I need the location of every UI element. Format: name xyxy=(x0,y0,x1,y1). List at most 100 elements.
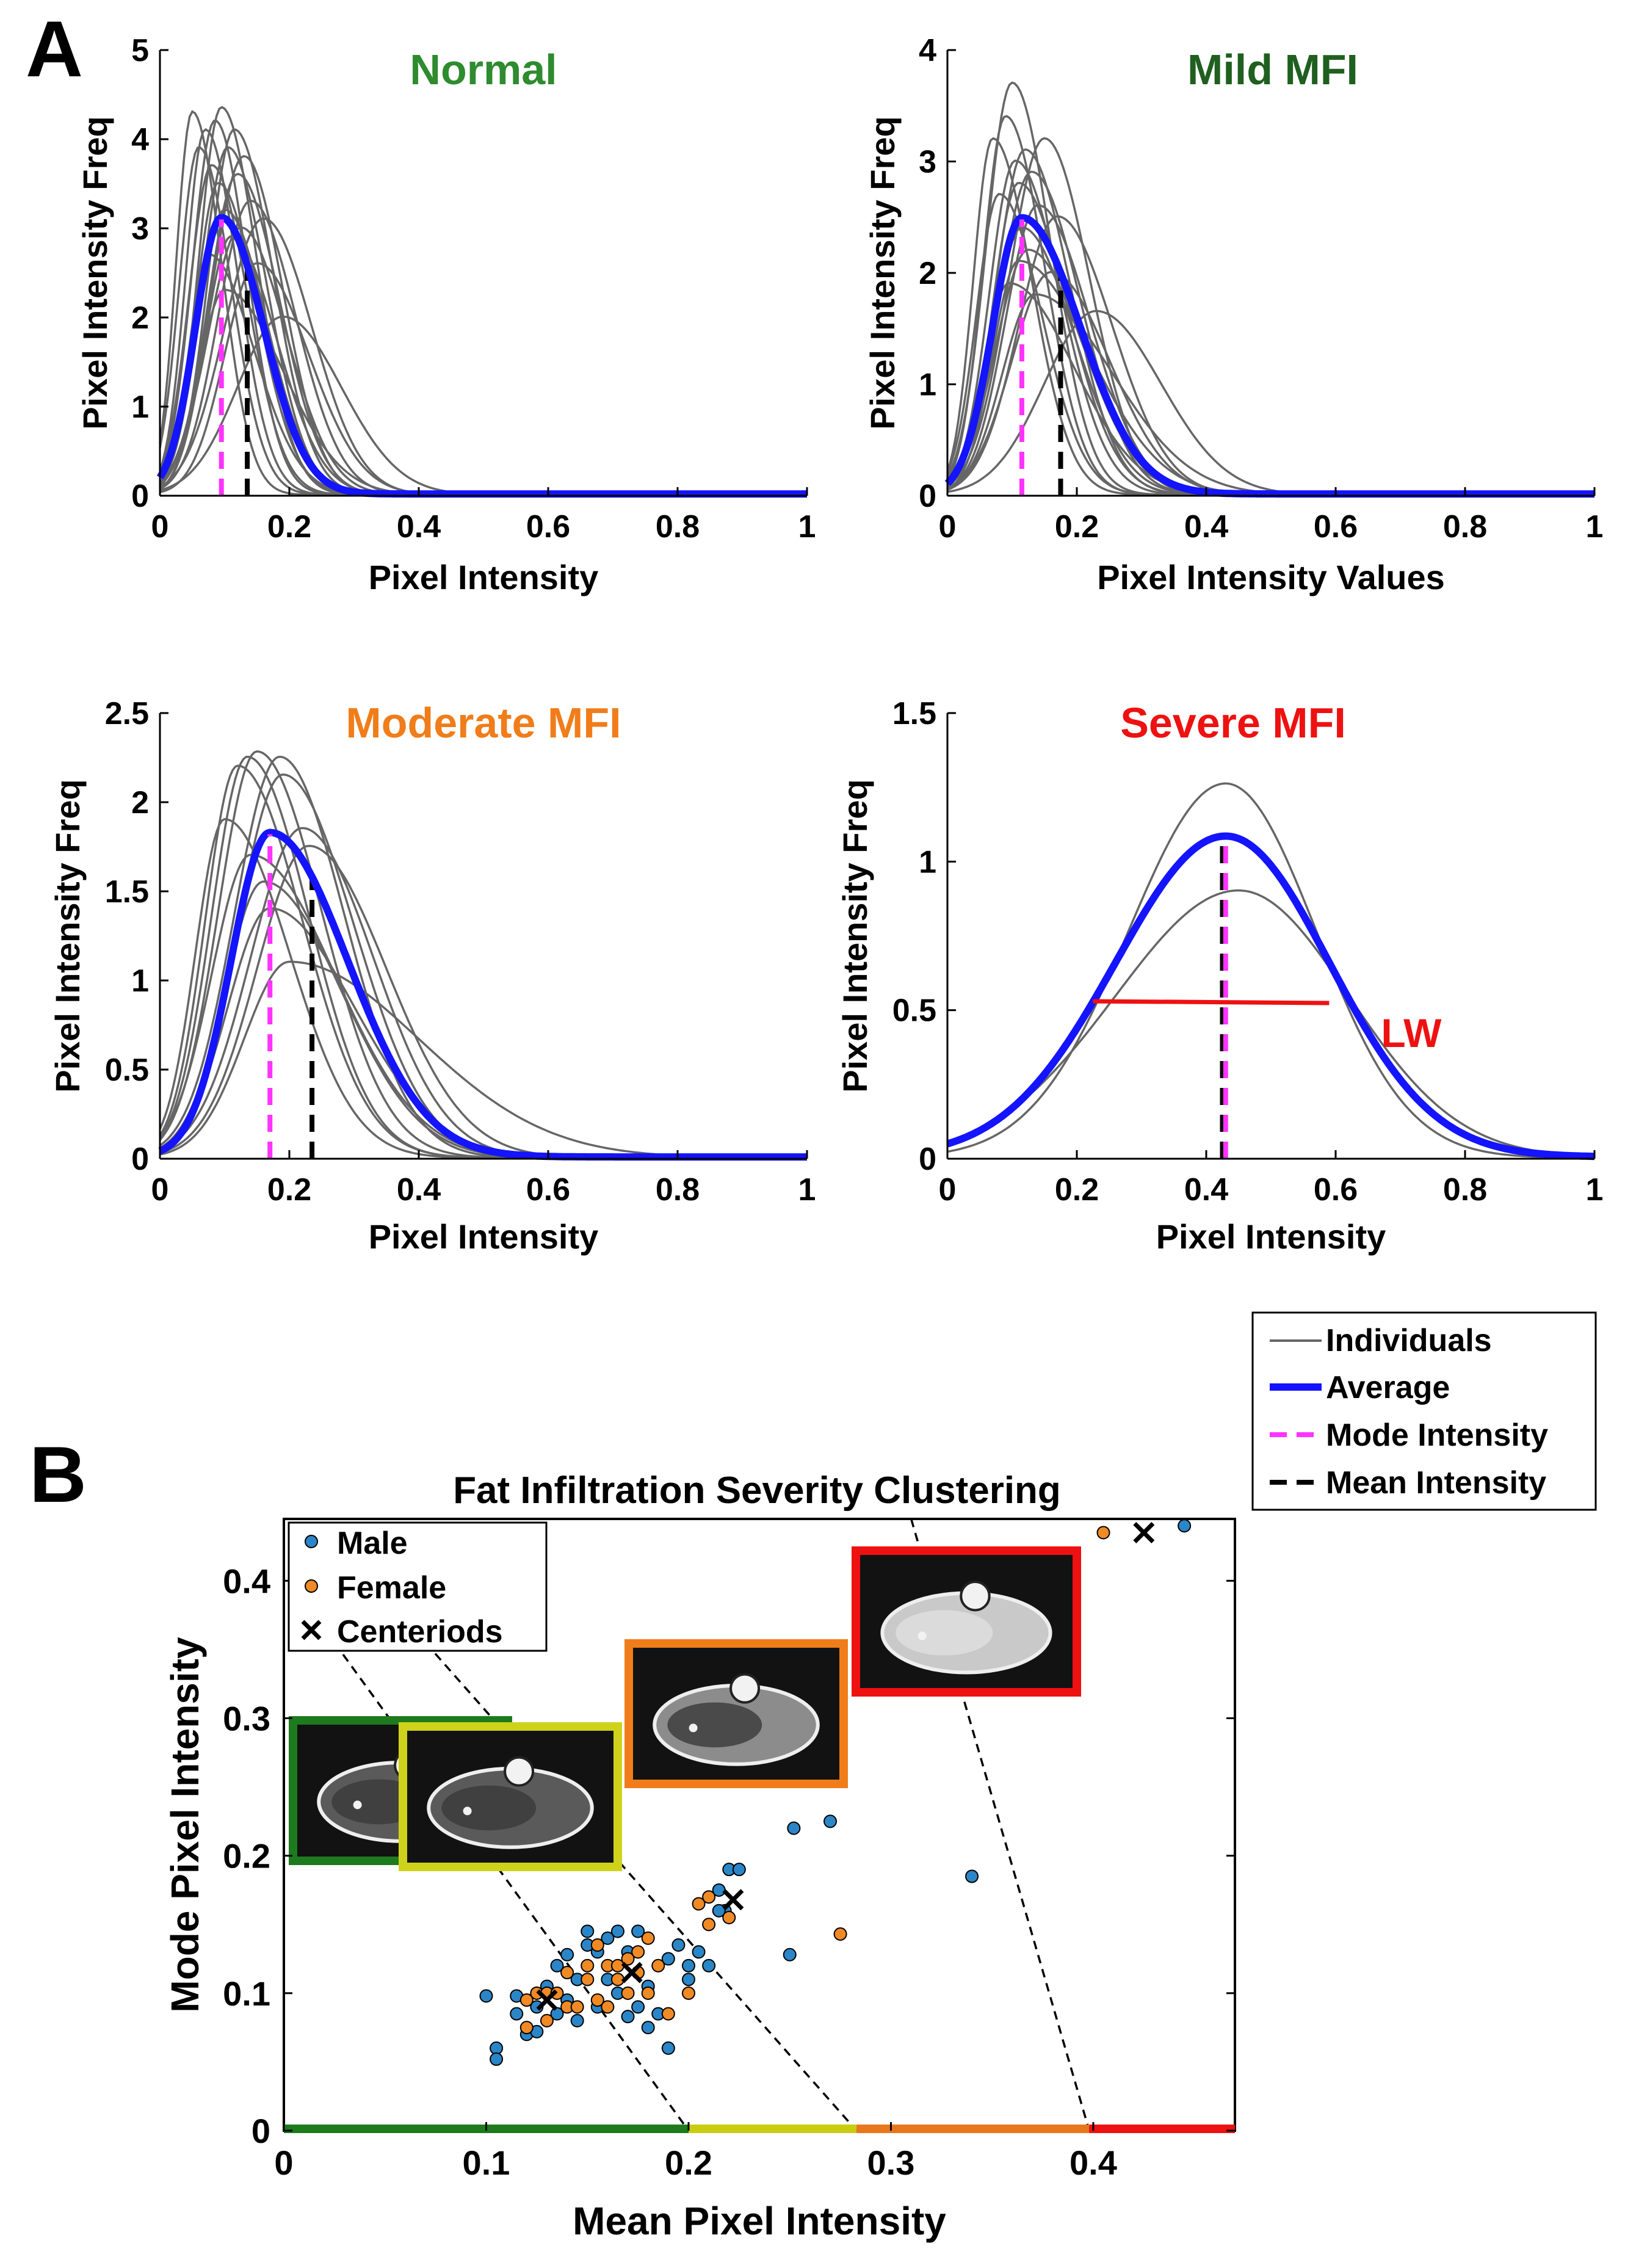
mri-muscle xyxy=(896,1610,993,1656)
female-point xyxy=(702,1918,716,1932)
centroid-marker xyxy=(621,1962,643,1984)
individual-line-13 xyxy=(947,215,1594,496)
male-point xyxy=(702,1958,716,1973)
individual-line-8 xyxy=(946,248,1594,496)
individual-line-6 xyxy=(159,755,807,1159)
x-tick-label: 1 xyxy=(798,509,816,545)
plot-severe: Severe MFI LW 0 0.2 0.4 0.6 0.8 1 0 0.5 1 1.5 Pixel … xyxy=(836,696,1603,1256)
male-point xyxy=(479,1989,493,2003)
legend-centroid-label: Centeriods xyxy=(337,1614,503,1650)
y-tick-label: 0.4 xyxy=(223,1562,270,1600)
female-point xyxy=(519,2021,534,2035)
chart-title: Mild MFI xyxy=(1187,46,1358,93)
x-tick-label: 0.2 xyxy=(665,2143,712,2182)
individual-line-3 xyxy=(946,81,1594,496)
lw-label: LW xyxy=(1381,1010,1442,1056)
male-point xyxy=(661,2041,675,2055)
individual-line-9 xyxy=(159,235,807,496)
chart-title: Normal xyxy=(410,46,557,93)
chart-title: Fat Infiltration Severity Clustering xyxy=(453,1469,1061,1512)
female-point xyxy=(570,2000,584,2014)
y-tick-label: 1.5 xyxy=(892,696,936,731)
male-point xyxy=(610,1924,624,1938)
plot-moderate: Moderate MFI 0 0.2 0.4 0.6 0.8 1 0 0.5 1 1.5 2 2.5 Pi… xyxy=(48,696,816,1256)
x-tick-label: 0.2 xyxy=(1055,1172,1099,1208)
x-tick-label: 0.8 xyxy=(656,509,700,545)
female-point xyxy=(590,1938,604,1952)
individual-line-17 xyxy=(159,315,807,496)
y-tick-label: 3 xyxy=(919,145,936,180)
female-point xyxy=(581,1958,595,1973)
female-point xyxy=(681,1986,695,2000)
mri-vessel xyxy=(463,1806,472,1816)
male-point xyxy=(671,1938,686,1952)
y-tick-label: 0.3 xyxy=(223,1699,270,1737)
female-point xyxy=(560,1966,574,1980)
mri-muscle xyxy=(441,1785,537,1831)
x-tick-label: 0.4 xyxy=(1184,509,1228,545)
y-tick-label: 0 xyxy=(919,479,936,514)
x-axis-label: Pixel Intensity xyxy=(369,558,599,596)
cluster-boundary-0 xyxy=(333,1642,690,2132)
x-tick-label: 0.6 xyxy=(526,1172,570,1208)
male-point xyxy=(631,2000,645,2014)
individual-line-11 xyxy=(946,137,1594,496)
male-point xyxy=(965,1869,979,1883)
legend-male-marker xyxy=(305,1535,318,1548)
y-tick-label: 4 xyxy=(919,33,936,68)
individual-line-1 xyxy=(947,889,1595,1158)
male-point xyxy=(732,1863,746,1877)
male-point xyxy=(1178,1519,1192,1533)
male-point xyxy=(681,1973,695,1987)
male-point xyxy=(510,2007,524,2021)
y-tick-label: 2.5 xyxy=(105,696,149,731)
female-point xyxy=(590,1993,604,2007)
y-tick-label: 1 xyxy=(919,844,936,880)
panel-label-b: B xyxy=(29,1430,87,1519)
x-tick-label: 0.3 xyxy=(867,2143,915,2182)
x-tick-label: 0 xyxy=(151,509,169,545)
mri-vessel xyxy=(917,1631,927,1640)
female-point xyxy=(661,2007,675,2021)
x-tick-label: 0.4 xyxy=(1184,1172,1228,1208)
y-tick-label: 1.5 xyxy=(105,874,149,910)
mri-inset-mild xyxy=(399,1722,622,1871)
y-tick-label: 4 xyxy=(131,122,149,158)
chart-title: Moderate MFI xyxy=(346,699,621,747)
plot-normal: Normal 0 0.2 0.4 0.6 0.8 1 0 1 2 3 4 5 Pixel Intensit… xyxy=(76,33,816,596)
male-point xyxy=(692,1945,706,1959)
female-point xyxy=(621,1986,635,2000)
male-point xyxy=(787,1821,801,1835)
average-line xyxy=(944,214,1594,498)
female-point xyxy=(641,1986,655,2000)
mri-inset-moderate xyxy=(624,1639,848,1788)
x-tick-label: 0.6 xyxy=(1314,509,1358,545)
x-tick-label: 1 xyxy=(798,1172,816,1208)
male-point xyxy=(560,1947,574,1962)
male-point xyxy=(681,1958,695,1973)
x-axis-label: Pixel Intensity Values xyxy=(1097,558,1445,596)
x-axis-label: Pixel Intensity xyxy=(1156,1217,1386,1256)
y-tick-label: 5 xyxy=(131,33,149,68)
panel-label-a: A xyxy=(26,4,83,93)
y-tick-label: 3 xyxy=(131,211,149,247)
male-point xyxy=(490,2041,504,2055)
female-point xyxy=(1096,1526,1110,1540)
legend-average-label: Average xyxy=(1326,1370,1450,1405)
x-tick-label: 1 xyxy=(1586,509,1604,545)
x-tick-label: 0.4 xyxy=(397,509,441,545)
plot-clustering: Fat Infiltration Severity Clustering 0 0.1… xyxy=(163,1469,1236,2243)
male-point xyxy=(570,2013,584,2027)
x-tick-label: 0.8 xyxy=(1443,1172,1487,1208)
y-axis-label: Pixel Intensity Freq xyxy=(863,116,902,430)
female-point xyxy=(651,1958,665,1973)
female-point xyxy=(519,1993,534,2007)
y-tick-label: 0 xyxy=(131,1142,149,1177)
legend-b: Male Female Centeriods xyxy=(288,1521,548,1652)
y-tick-label: 0.1 xyxy=(223,1974,270,2013)
female-point xyxy=(621,1952,635,1966)
y-tick-label: 0 xyxy=(252,2112,270,2150)
individual-line-3 xyxy=(159,750,807,1159)
y-tick-label: 0.5 xyxy=(105,1052,149,1088)
